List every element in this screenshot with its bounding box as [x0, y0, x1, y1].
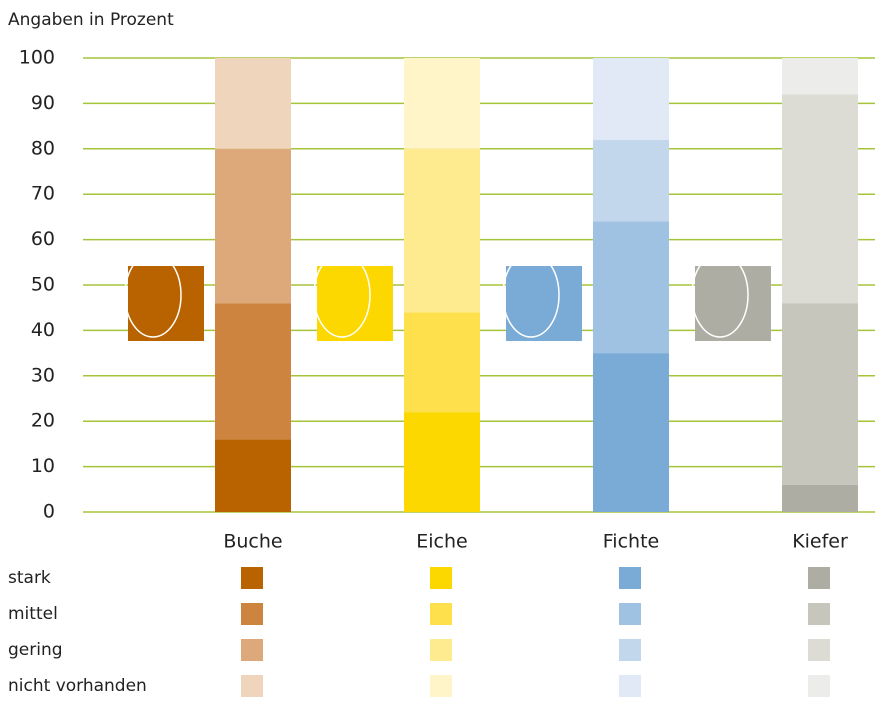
legend-label: mittel — [8, 604, 58, 624]
bar-segment — [593, 221, 669, 354]
bar-segment — [593, 58, 669, 140]
icon-outline — [124, 252, 182, 338]
legend-swatch — [808, 675, 830, 697]
bar-segment — [404, 412, 480, 512]
bar-segment — [782, 58, 858, 95]
legend-label: nicht vorhanden — [8, 676, 147, 696]
legend-swatch — [430, 639, 452, 661]
bar-segment — [404, 312, 480, 413]
y-tick-label: 0 — [43, 501, 55, 523]
icon-outline — [313, 252, 371, 338]
bar-segment — [782, 94, 858, 304]
legend-swatch — [241, 675, 263, 697]
legend-swatch — [619, 675, 641, 697]
x-tick-label: Buche — [223, 531, 282, 553]
bar-segment — [593, 353, 669, 512]
y-tick-label: 10 — [31, 455, 55, 477]
legend-label: gering — [8, 640, 63, 660]
legend-swatch — [808, 603, 830, 625]
y-tick-label: 70 — [31, 183, 55, 205]
legend-swatch — [430, 675, 452, 697]
subtitle: Angaben in Prozent — [8, 10, 174, 30]
legend-swatch — [241, 639, 263, 661]
icon-badge — [317, 266, 393, 341]
y-tick-label: 40 — [31, 319, 55, 341]
y-tick-label: 50 — [31, 274, 55, 296]
legend-swatch — [619, 567, 641, 589]
icon-badge — [128, 266, 204, 341]
legend-swatch — [241, 603, 263, 625]
y-tick-label: 80 — [31, 137, 55, 159]
legend-swatch — [241, 567, 263, 589]
y-tick-label: 100 — [19, 47, 55, 69]
icon-outline — [691, 252, 749, 338]
x-tick-label: Fichte — [603, 531, 659, 553]
bar-segment — [215, 439, 291, 512]
legend-swatch — [430, 603, 452, 625]
legend-swatch — [619, 603, 641, 625]
bar-segment — [215, 148, 291, 304]
bar-segment — [404, 148, 480, 313]
icon-outline — [502, 252, 560, 338]
y-tick-label: 90 — [31, 92, 55, 114]
legend-swatch — [808, 567, 830, 589]
y-tick-label: 60 — [31, 228, 55, 250]
x-tick-label: Eiche — [416, 531, 467, 553]
icon-badge — [506, 266, 582, 341]
bar-segment — [404, 58, 480, 149]
bar-segment — [782, 303, 858, 485]
legend-label: stark — [8, 568, 51, 588]
x-tick-label: Kiefer — [792, 531, 848, 553]
bar-segment — [215, 58, 291, 149]
bar-segment — [593, 139, 669, 222]
legend-swatch — [808, 639, 830, 661]
y-tick-label: 30 — [31, 364, 55, 386]
icon-badge — [695, 266, 771, 341]
bar-segment — [782, 484, 858, 512]
y-tick-label: 20 — [31, 410, 55, 432]
legend-swatch — [619, 639, 641, 661]
bar-segment — [215, 303, 291, 440]
legend-swatch — [430, 567, 452, 589]
